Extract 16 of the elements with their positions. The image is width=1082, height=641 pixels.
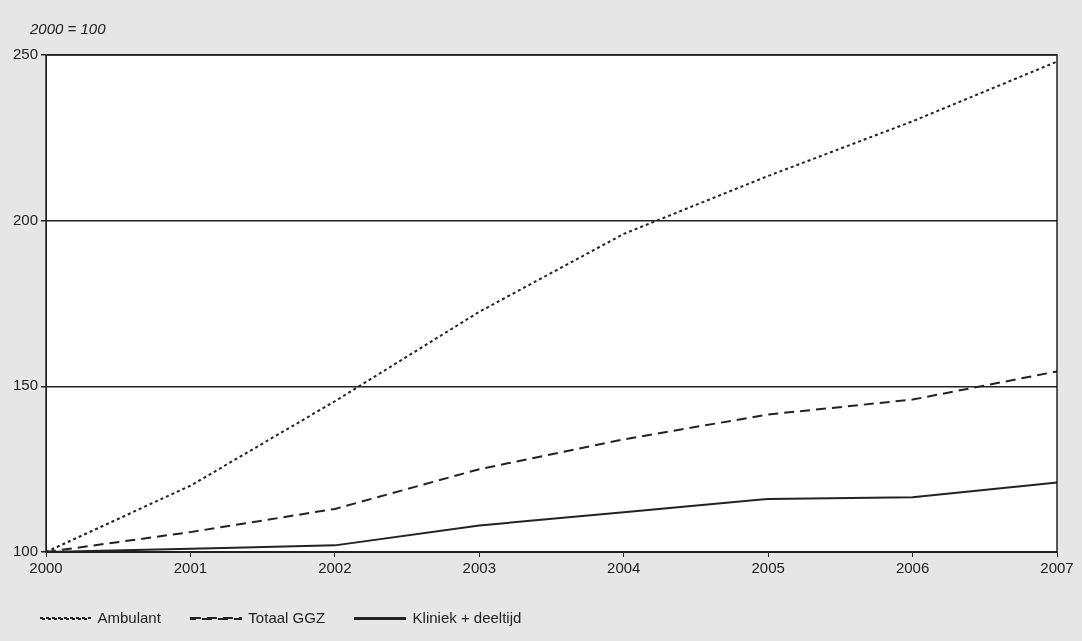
x-tick-label: 2004 (607, 559, 641, 577)
x-tick-label: 2003 (462, 559, 496, 577)
x-tick-label: 2000 (29, 559, 63, 577)
x-tick-label: 2001 (173, 559, 208, 577)
legend-label: Kliniek + deeltijd (412, 608, 522, 626)
legend-label: Totaal GGZ (248, 608, 326, 626)
y-axis-title: 2000 = 100 (30, 20, 106, 37)
x-tick-label: 2005 (751, 559, 785, 577)
y-tick-label: 200 (13, 210, 39, 228)
y-tick-label: 250 (13, 45, 39, 63)
x-tick-label: 2006 (895, 559, 930, 577)
y-tick-label: 100 (13, 542, 39, 560)
legend-label: Ambulant (97, 608, 162, 626)
x-tick-label: 2007 (1040, 559, 1074, 577)
y-tick-label: 150 (13, 376, 39, 394)
x-tick-label: 2002 (318, 559, 352, 577)
